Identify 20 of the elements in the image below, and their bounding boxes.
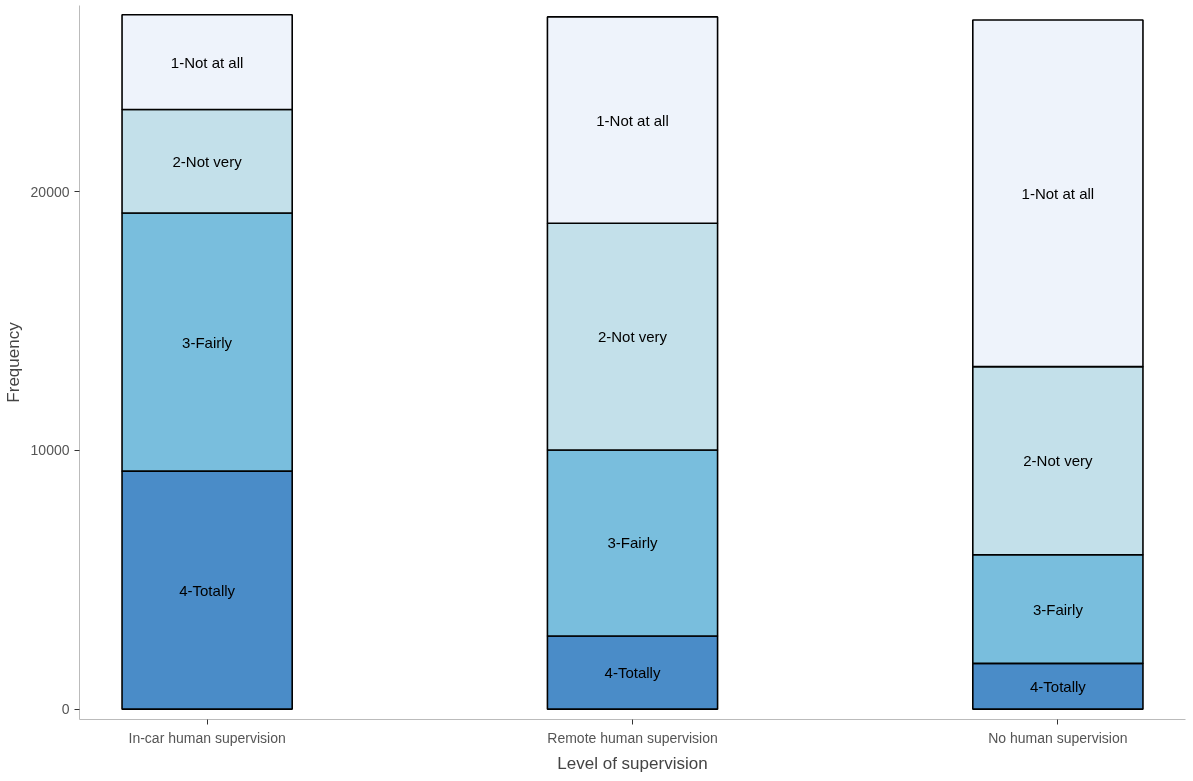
text: 2-Not very (1023, 452, 1093, 470)
series-label: 3-Fairly (1032, 600, 1084, 618)
text: 3-Fairly (182, 333, 233, 351)
text: 2-Not very (597, 328, 668, 346)
series-label: 4-Totally (1029, 677, 1087, 695)
y-axis-title: Frequency (3, 321, 23, 403)
x-tick-label: In-car human supervision (128, 729, 286, 746)
text: 4-Totally (179, 581, 236, 599)
x-tick-label: Remote human supervision (547, 729, 718, 746)
series-label: 1-Not at all (170, 53, 244, 71)
text: 1-Not at all (596, 111, 669, 129)
text: 1-Not at all (1021, 184, 1095, 202)
x-axis-title: Level of supervision (557, 753, 708, 773)
y-tick-label: 0 (61, 701, 70, 718)
text: 3-Fairly (607, 534, 658, 552)
y-tick-label: 10000 (30, 442, 70, 459)
series-label: 2-Not very (172, 152, 243, 170)
text: 4-Totally (604, 664, 661, 682)
x-tick-label: No human supervision (988, 729, 1128, 746)
y-tick-label: 20000 (30, 183, 70, 200)
